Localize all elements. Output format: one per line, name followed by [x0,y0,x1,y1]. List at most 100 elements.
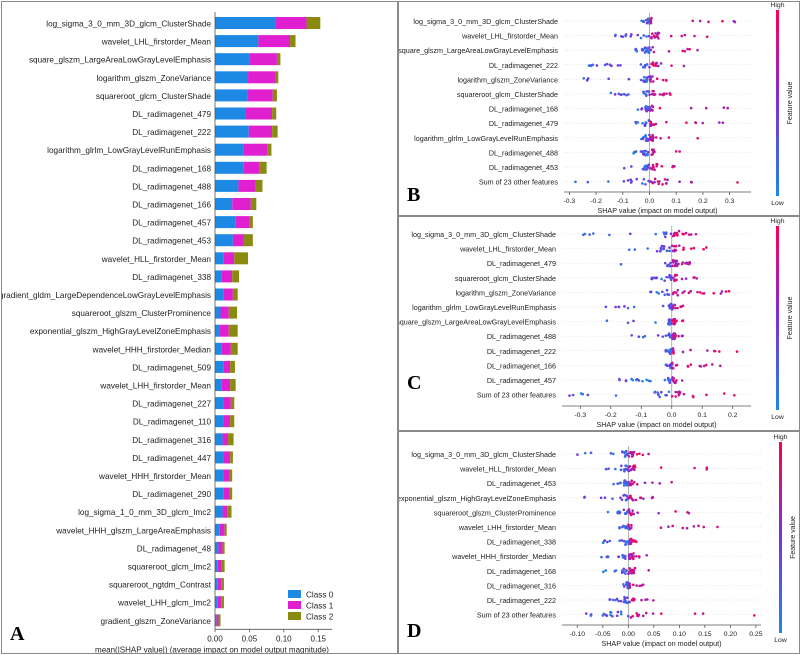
shap-dot [722,106,726,109]
shap-dot [627,553,631,557]
beeswarm-row [584,610,756,619]
shap-dot [608,598,611,601]
shap-dot [669,93,672,96]
shap-dot [704,363,708,367]
feature-label: DL_radimagenet_453 [487,479,556,488]
shap-dot [659,62,663,65]
x-tick-label: 0.05 [242,634,258,643]
shap-dot [636,108,640,111]
shap-dot [654,232,657,236]
shap-dot [673,264,677,268]
x-tick-label: -0.2 [605,412,617,419]
shap-dot [682,232,686,236]
bar-segment [215,53,250,66]
shap-dot [677,393,681,397]
shap-dot [736,181,739,184]
x-axis-title: SHAP value (impact on model output) [597,206,717,215]
shap-dot [607,467,610,470]
shap-dot [622,508,626,512]
shap-dot [622,567,626,571]
shap-dot [651,137,655,140]
shap-dot [624,379,628,382]
bar-segment [218,541,223,554]
shap-dot [630,165,633,168]
shap-dot [647,163,650,167]
shap-dot [608,539,612,543]
shap-dot [705,393,708,397]
shap-dot [650,92,654,96]
shap-dot [604,467,608,471]
bar-segment [217,578,222,591]
legend-swatch [288,612,301,620]
bar-segment [222,541,225,554]
shap-dot [618,539,621,543]
feature-label: square_glszm_LargeAreaLowGrayLevelEmphas… [29,56,211,65]
shap-dot [658,106,662,110]
bar-segment [215,107,246,120]
bar-segment [215,379,222,391]
colorbar-low-label: Low [771,414,784,421]
beeswarm-row [636,104,729,113]
feature-label: DL_radimagenet_457 [132,219,211,228]
feature-label: exponential_glszm_HighGrayLevelZoneEmpha… [399,494,556,503]
shap-dot [666,178,669,182]
shap-dot [671,322,674,325]
shap-dot [667,525,670,529]
bar-segment [221,379,231,391]
shap-dot [619,34,623,38]
beeswarm-row [582,75,668,84]
shap-dot [631,378,635,382]
bar-segment [215,252,224,265]
bar-segment [215,288,224,301]
shap-dot [655,77,659,80]
feature-label: log_sigma_3_0_mm_3D_glcm_ClusterShade [411,450,556,459]
shap-dot [667,50,671,53]
bar-segment [238,179,256,192]
shap-dot [626,581,629,584]
bar-segment [217,596,222,609]
shap-dot [642,177,646,181]
panel-a: log_sigma_3_0_mm_3D_glcm_ClusterShade wav… [1,1,398,654]
shap-dot [665,120,668,124]
shap-dot [647,50,651,54]
shap-dot [647,34,651,38]
feature-label: squareroot_glcm_ClusterShade [455,274,556,283]
x-tick-label: -0.10 [570,631,586,638]
x-tick-label: 0.00 [622,631,635,638]
feature-label: wavelet_HHH_glszm_LargeAreaEmphasis [55,526,211,535]
shap-dot [623,450,627,454]
bar-segment [230,360,235,373]
legend-label: Class 0 [306,591,334,600]
shap-dot [654,32,657,35]
shap-dot [576,453,579,456]
beeswarm-row [664,361,722,370]
shap-dot [696,48,699,52]
bar-segment [234,252,249,265]
beeswarm-row [583,493,655,502]
beeswarm-row [640,16,737,25]
shap-dot [632,152,635,155]
shap-dot [676,293,680,297]
shap-dot [658,482,662,485]
feature-label: DL_radimagenet_488 [132,182,211,191]
shap-dot [667,320,671,324]
shap-dot [660,277,663,281]
beeswarm-row [630,332,684,341]
shap-dot [693,612,697,615]
shap-dot [604,569,608,572]
bar-segment [215,469,224,482]
shap-dot [661,290,664,294]
bar-segment [229,469,233,482]
shap-dot [656,180,660,183]
shap-dot [669,261,672,265]
shap-dot [626,321,630,325]
feature-label: logarithm_glrlm_LowGrayLevelRunEmphasis [412,303,556,312]
shap-dot [673,231,677,235]
feature-label: DL_radimagenet_316 [487,581,556,590]
feature-label: Sum of 23 other features [477,611,557,620]
shap-dot [689,247,693,250]
beeswarm-row [601,537,638,546]
feature-label: wavelet_HHH_firstorder_Median [92,345,212,354]
shap-dot [581,392,585,396]
shap-dot [665,364,669,368]
